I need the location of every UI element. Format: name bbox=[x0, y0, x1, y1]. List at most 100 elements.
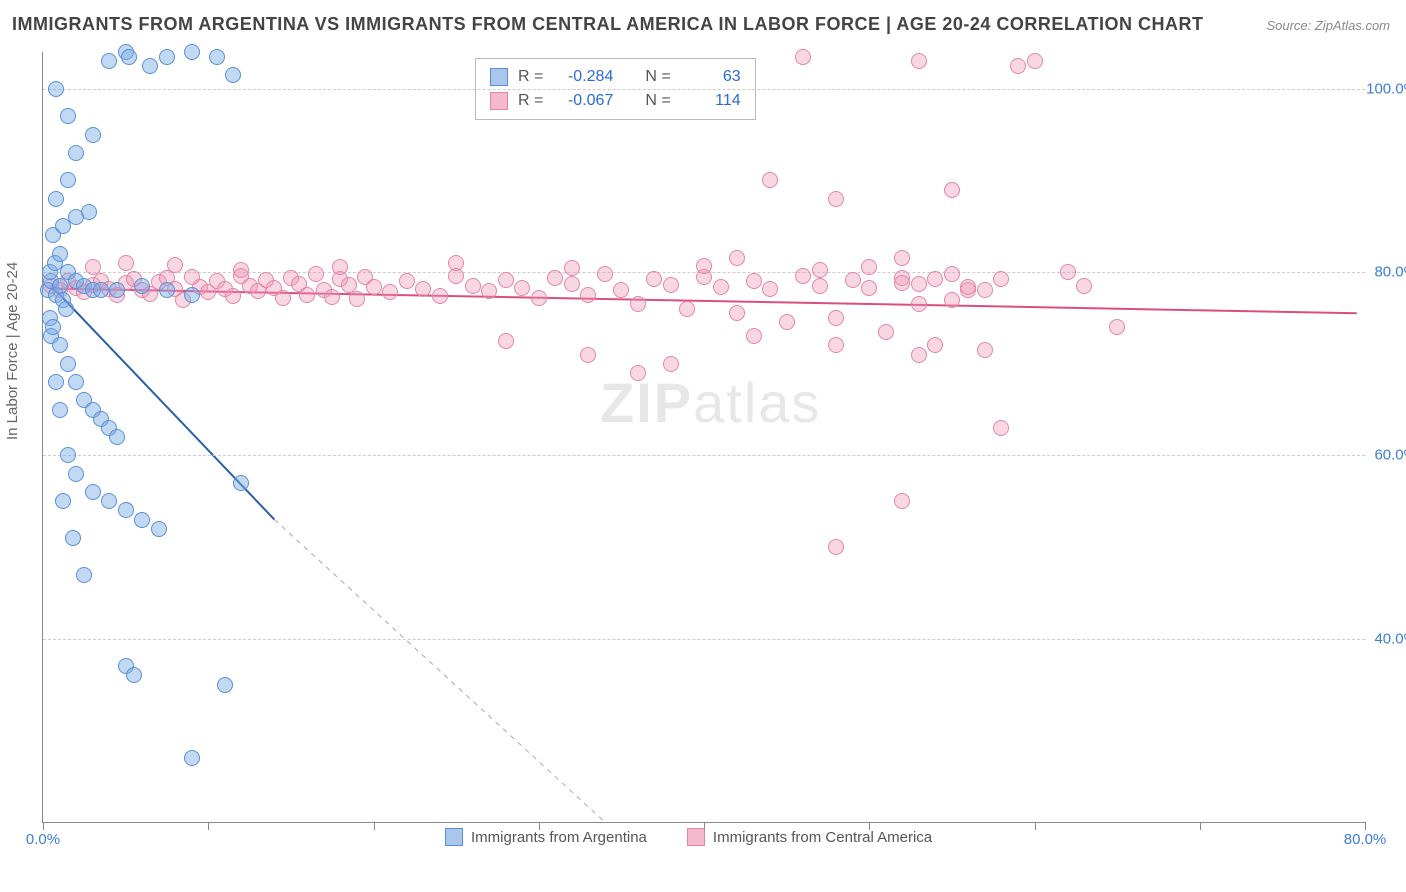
argentina-point bbox=[184, 750, 200, 766]
argentina-point bbox=[217, 677, 233, 693]
central-america-point bbox=[118, 255, 134, 271]
trend-line bbox=[274, 520, 604, 823]
argentina-point bbox=[159, 282, 175, 298]
central-america-point bbox=[911, 53, 927, 69]
central-america-point bbox=[613, 282, 629, 298]
argentina-point bbox=[76, 567, 92, 583]
source-credit: Source: ZipAtlas.com bbox=[1266, 18, 1390, 33]
central-america-point bbox=[828, 191, 844, 207]
central-america-point bbox=[349, 291, 365, 307]
n-label: N = bbox=[645, 92, 670, 110]
central-america-point bbox=[795, 268, 811, 284]
central-america-point bbox=[308, 266, 324, 282]
central-america-point bbox=[448, 255, 464, 271]
central-america-point bbox=[564, 260, 580, 276]
central-america-point bbox=[993, 271, 1009, 287]
central-america-point bbox=[663, 356, 679, 372]
argentina-point bbox=[109, 429, 125, 445]
swatch-argentina bbox=[490, 68, 508, 86]
central-america-point bbox=[646, 271, 662, 287]
y-tick-label: 100.0% bbox=[1366, 80, 1406, 97]
r-label: R = bbox=[518, 68, 543, 86]
r-value-argentina: -0.284 bbox=[553, 68, 613, 86]
central-america-point bbox=[332, 259, 348, 275]
central-america-point bbox=[911, 276, 927, 292]
central-america-point bbox=[993, 420, 1009, 436]
n-value-central-america: 114 bbox=[681, 92, 741, 110]
central-america-point bbox=[580, 287, 596, 303]
x-tick-mark bbox=[208, 822, 209, 830]
central-america-point bbox=[415, 281, 431, 297]
central-america-point bbox=[894, 250, 910, 266]
argentina-point bbox=[184, 287, 200, 303]
y-tick-label: 60.0% bbox=[1374, 447, 1406, 464]
trend-lines bbox=[43, 52, 1365, 822]
argentina-point bbox=[101, 493, 117, 509]
central-america-point bbox=[894, 275, 910, 291]
central-america-point bbox=[762, 281, 778, 297]
central-america-point bbox=[564, 276, 580, 292]
central-america-point bbox=[944, 182, 960, 198]
argentina-point bbox=[48, 81, 64, 97]
central-america-point bbox=[465, 278, 481, 294]
central-america-point bbox=[812, 262, 828, 278]
central-america-point bbox=[927, 337, 943, 353]
central-america-point bbox=[713, 279, 729, 295]
argentina-point bbox=[68, 466, 84, 482]
argentina-point bbox=[68, 145, 84, 161]
x-tick-mark bbox=[1200, 822, 1201, 830]
gridline bbox=[43, 455, 1365, 456]
central-america-point bbox=[795, 49, 811, 65]
legend-label-central-america: Immigrants from Central America bbox=[713, 829, 932, 846]
chart-title: IMMIGRANTS FROM ARGENTINA VS IMMIGRANTS … bbox=[12, 14, 1204, 35]
argentina-point bbox=[60, 356, 76, 372]
central-america-point bbox=[498, 272, 514, 288]
central-america-point bbox=[382, 284, 398, 300]
central-america-point bbox=[927, 271, 943, 287]
legend-row-central-america: R = -0.067 N = 114 bbox=[490, 89, 741, 113]
central-america-point bbox=[85, 259, 101, 275]
central-america-point bbox=[944, 292, 960, 308]
legend-item-central-america: Immigrants from Central America bbox=[687, 828, 932, 846]
central-america-point bbox=[597, 266, 613, 282]
central-america-point bbox=[366, 279, 382, 295]
x-tick-mark bbox=[539, 822, 540, 830]
x-tick-label: 0.0% bbox=[26, 831, 60, 848]
central-america-point bbox=[779, 314, 795, 330]
central-america-point bbox=[762, 172, 778, 188]
x-tick-mark bbox=[1365, 822, 1366, 830]
central-america-point bbox=[911, 296, 927, 312]
central-america-point bbox=[324, 289, 340, 305]
central-america-point bbox=[1027, 53, 1043, 69]
central-america-point bbox=[481, 283, 497, 299]
argentina-point bbox=[233, 475, 249, 491]
central-america-point bbox=[746, 273, 762, 289]
argentina-point bbox=[48, 191, 64, 207]
central-america-point bbox=[977, 342, 993, 358]
argentina-point bbox=[45, 319, 61, 335]
central-america-point bbox=[1060, 264, 1076, 280]
legend-item-argentina: Immigrants from Argentina bbox=[445, 828, 647, 846]
central-america-point bbox=[828, 310, 844, 326]
argentina-point bbox=[121, 49, 137, 65]
argentina-point bbox=[109, 282, 125, 298]
central-america-point bbox=[299, 287, 315, 303]
argentina-point bbox=[134, 512, 150, 528]
central-america-point bbox=[233, 262, 249, 278]
argentina-point bbox=[134, 278, 150, 294]
argentina-point bbox=[101, 53, 117, 69]
central-america-point bbox=[167, 257, 183, 273]
central-america-point bbox=[878, 324, 894, 340]
argentina-point bbox=[209, 49, 225, 65]
argentina-point bbox=[68, 374, 84, 390]
central-america-point bbox=[861, 280, 877, 296]
n-value-argentina: 63 bbox=[681, 68, 741, 86]
x-tick-mark bbox=[1035, 822, 1036, 830]
central-america-point bbox=[729, 305, 745, 321]
legend-row-argentina: R = -0.284 N = 63 bbox=[490, 65, 741, 89]
x-tick-label: 80.0% bbox=[1344, 831, 1387, 848]
central-america-point bbox=[225, 288, 241, 304]
central-america-point bbox=[729, 250, 745, 266]
legend-label-argentina: Immigrants from Argentina bbox=[471, 829, 647, 846]
r-label: R = bbox=[518, 92, 543, 110]
